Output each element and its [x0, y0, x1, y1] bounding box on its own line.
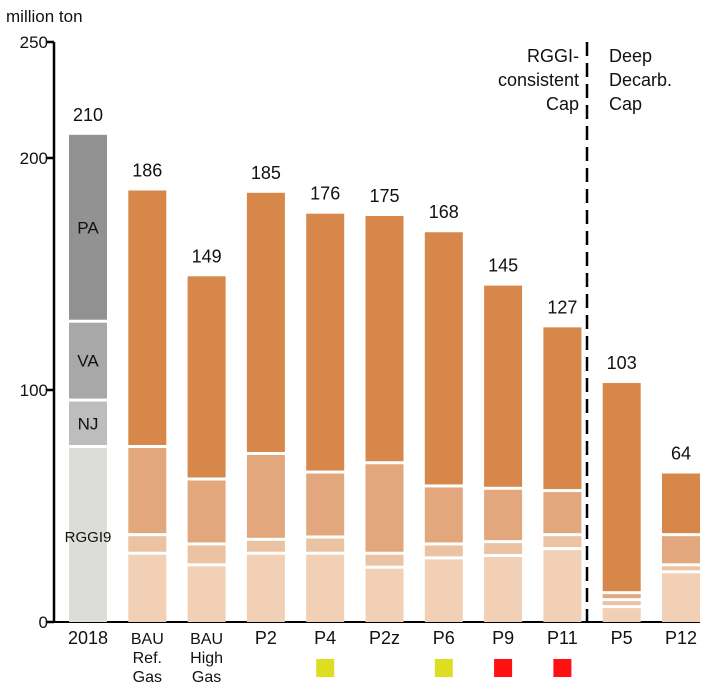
bar-segment	[365, 216, 404, 462]
x-tick-label: Gas	[133, 669, 162, 686]
x-tick-label: P4	[314, 628, 336, 648]
bar-segment	[365, 554, 404, 566]
bar-segment	[246, 454, 285, 538]
x-tick-label: P5	[611, 628, 633, 648]
bar-segment	[602, 383, 641, 592]
cap-annotation: Cap	[546, 94, 579, 114]
bar-segment	[602, 594, 641, 599]
bar-segment	[662, 536, 700, 564]
scenario-marker	[434, 659, 453, 677]
bar-segment	[306, 473, 345, 536]
scenario-marker	[553, 659, 572, 677]
y-tick-label: 100	[20, 381, 48, 400]
cap-annotation: Decarb.	[609, 70, 672, 90]
y-tick-label: 0	[39, 613, 48, 632]
bar-segment	[128, 190, 167, 445]
bar-segment	[424, 487, 463, 543]
bar-segment	[69, 322, 107, 399]
bar-segment	[365, 464, 404, 552]
scenario-marker	[494, 659, 513, 677]
bar-segment	[662, 573, 700, 622]
bar-segment	[187, 545, 226, 564]
bar-segment	[424, 232, 463, 485]
x-tick-label: P9	[492, 628, 514, 648]
x-tick-label: BAU	[131, 631, 164, 648]
bar-segment	[484, 543, 523, 555]
bar-segment	[246, 540, 285, 552]
total-value-label: 168	[429, 202, 459, 222]
x-tick-label: P2	[255, 628, 277, 648]
bar-segment	[246, 554, 285, 622]
x-tick-label: P2z	[369, 628, 400, 648]
cap-annotation: RGGI-	[527, 46, 579, 66]
bar-segment	[187, 566, 226, 622]
total-value-label: 103	[607, 353, 637, 373]
bar-segment	[662, 473, 700, 534]
segment-label: PA	[77, 218, 99, 237]
bar-segment	[306, 554, 345, 622]
cap-annotation: Deep	[609, 46, 652, 66]
bar-segment	[246, 192, 285, 452]
x-tick-label: P6	[433, 628, 455, 648]
bar-segment	[69, 134, 107, 320]
x-tick-label: P12	[665, 628, 697, 648]
y-tick-label: 200	[20, 149, 48, 168]
y-axis-label: million ton	[6, 7, 83, 26]
bar-segment	[543, 536, 582, 548]
bar-segment	[69, 401, 107, 445]
total-value-label: 176	[310, 184, 340, 204]
total-value-label: 186	[132, 160, 162, 180]
total-value-label: 185	[251, 163, 281, 183]
scenario-marker	[316, 659, 335, 677]
bar-segment	[662, 566, 700, 571]
bar-segment	[484, 285, 523, 487]
total-value-label: 175	[369, 186, 399, 206]
bar-segment	[187, 276, 226, 478]
x-tick-label: Ref.	[133, 650, 162, 667]
bar-segment	[69, 448, 107, 622]
total-value-label: 145	[488, 256, 518, 276]
bar-segment	[543, 550, 582, 622]
segment-label: NJ	[78, 414, 99, 433]
total-value-label: 149	[192, 246, 222, 266]
bar-segment	[424, 559, 463, 622]
cap-annotation: consistent	[498, 70, 579, 90]
bar-segment	[306, 538, 345, 552]
x-tick-label: Gas	[192, 669, 221, 686]
bar-segment	[424, 545, 463, 557]
segment-label: VA	[77, 352, 99, 371]
bar-segment	[187, 480, 226, 543]
total-value-label: 210	[73, 105, 103, 125]
segment-label: RGGI9	[65, 529, 112, 546]
x-tick-label: High	[190, 650, 223, 667]
bar-segment	[602, 601, 641, 606]
bar-segment	[306, 213, 345, 471]
bar-segment	[128, 554, 167, 622]
bar-segment	[543, 492, 582, 534]
cap-annotation: Cap	[609, 94, 642, 114]
bar-segment	[484, 557, 523, 622]
bar-segment	[128, 536, 167, 552]
x-tick-label: P11	[547, 628, 578, 648]
bar-segment	[365, 568, 404, 622]
y-tick-label: 250	[20, 33, 48, 52]
x-tick-label: 2018	[68, 628, 108, 648]
bar-segment	[543, 327, 582, 490]
bar-segment	[602, 608, 641, 622]
bar-segment	[128, 448, 167, 534]
bar-segment	[484, 489, 523, 541]
total-value-label: 127	[547, 297, 577, 317]
total-value-label: 64	[671, 444, 691, 464]
x-tick-label: BAU	[190, 631, 223, 648]
